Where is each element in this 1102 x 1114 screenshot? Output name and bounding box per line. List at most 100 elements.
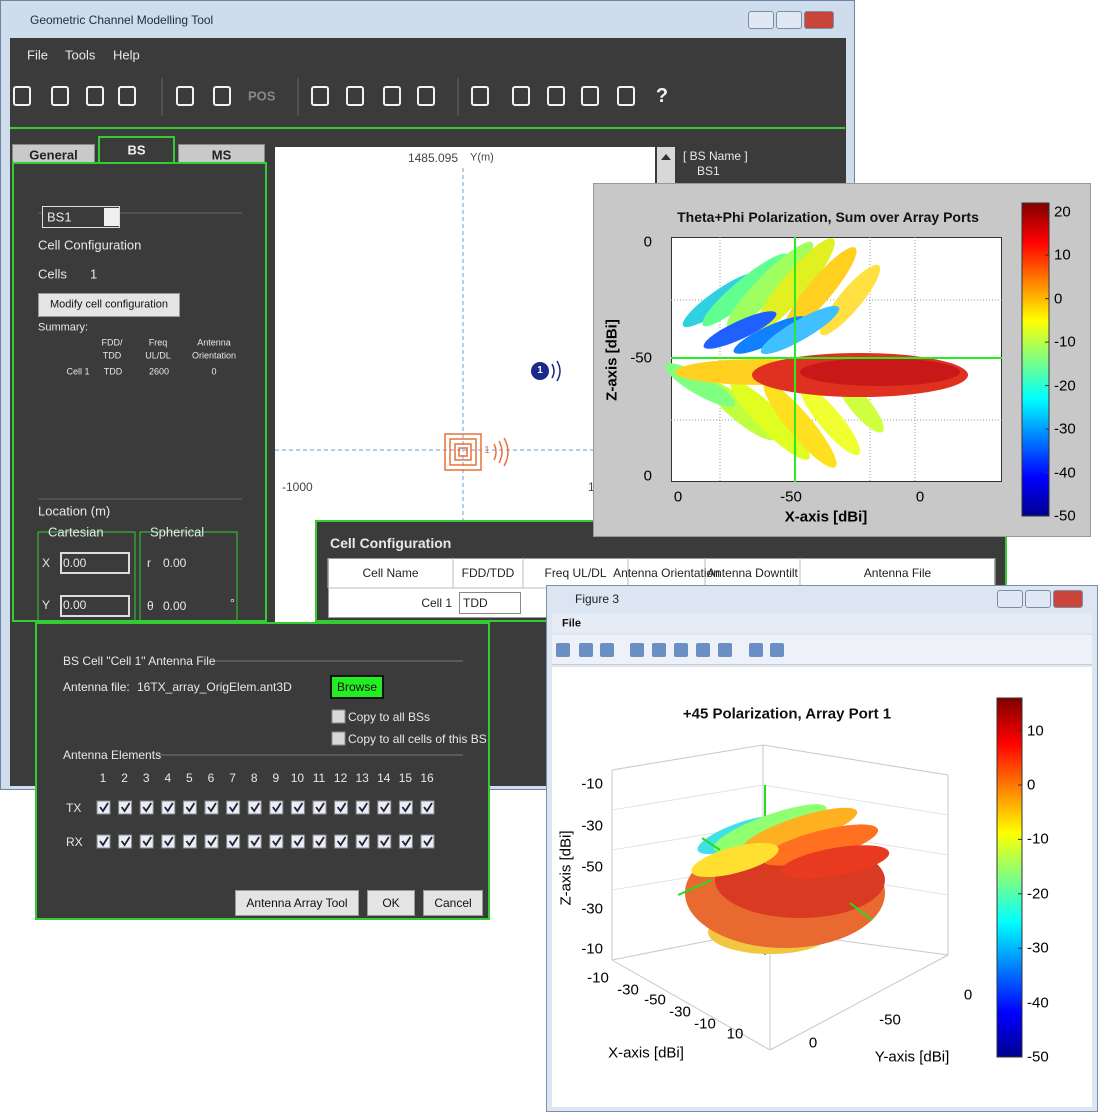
tab[interactable]	[98, 136, 175, 164]
check-mark	[120, 836, 131, 847]
colorbar-tick-label: -40	[1054, 464, 1076, 482]
colorbar-tick-label: -50	[1027, 1048, 1049, 1066]
x-tick-label: -50	[780, 488, 802, 506]
button[interactable]	[423, 890, 483, 916]
close-button[interactable]	[804, 11, 834, 29]
toolbar-icon	[118, 86, 136, 106]
colorbar-tick-label: 10	[1054, 246, 1071, 264]
toolbar-icon	[346, 86, 364, 106]
element-number: 10	[290, 771, 305, 785]
menu-item[interactable]: File	[562, 617, 581, 630]
check-mark	[336, 836, 347, 847]
y-tick-label: -50	[879, 1011, 901, 1029]
axis-box	[611, 959, 771, 1051]
toolbar-icon	[600, 643, 614, 657]
element-number: 8	[250, 771, 258, 785]
z-tick-label: -30	[581, 817, 603, 835]
ms-signal	[551, 360, 561, 382]
file-name: 16TX_array_OrigElem.ant3D	[137, 680, 292, 694]
text-input[interactable]	[60, 595, 130, 617]
button-label[interactable]: Antenna Array Tool	[246, 896, 348, 910]
check-mark	[164, 836, 174, 847]
pattern-lobe	[761, 824, 879, 866]
axis-box	[611, 744, 764, 771]
label: Antenna file:	[63, 680, 130, 694]
help-button[interactable]: ?	[655, 85, 669, 107]
y-axis-title: Y-axis [dBi]	[874, 1048, 950, 1066]
x-tick-label: -30	[617, 981, 639, 999]
checkbox-label[interactable]: Copy to all cells of this BS	[348, 732, 487, 746]
z-axis-title: Z-axis [dBi]	[557, 830, 575, 906]
toolbar-text: POS	[248, 88, 276, 104]
bs-dropdown[interactable]	[42, 206, 120, 228]
button[interactable]	[367, 890, 415, 916]
label: 1	[90, 266, 98, 282]
menu-item[interactable]: Tools	[65, 47, 96, 63]
check-mark	[380, 836, 390, 847]
button[interactable]	[38, 293, 180, 317]
table-header: FDD/TDD	[461, 566, 515, 580]
element-number: 9	[272, 771, 280, 785]
axis-marker	[701, 837, 721, 851]
tab-label[interactable]: General	[29, 147, 78, 163]
dropdown-value[interactable]: BS1	[47, 209, 72, 225]
list-item[interactable]: BS1	[697, 164, 720, 178]
table-header: Cell Name	[362, 566, 419, 580]
x-axis-title: X-axis [dBi]	[784, 508, 868, 526]
dropdown-arrow[interactable]	[104, 208, 119, 226]
table-header: Antenna Downtilt	[707, 566, 798, 580]
element-number: 3	[142, 771, 150, 785]
minimize-button[interactable]	[748, 11, 774, 29]
table-cell: Cell 1	[421, 596, 452, 610]
y-tick-label: 0	[963, 986, 973, 1004]
colorbar-tick-label: 20	[1054, 203, 1071, 221]
checkbox-label[interactable]: Copy to all BSs	[348, 710, 431, 724]
browse-button[interactable]	[330, 675, 384, 699]
pattern-lobe	[819, 264, 881, 336]
y-tick-label: 0	[808, 1034, 818, 1052]
fdd-dropdown[interactable]	[459, 592, 521, 614]
button[interactable]	[235, 890, 359, 916]
menu-item[interactable]: File	[27, 47, 48, 63]
bs-icon	[449, 438, 477, 466]
menu-item[interactable]: Help	[113, 47, 140, 63]
x-tick-label: -10	[587, 969, 609, 987]
check-mark	[250, 802, 260, 813]
element-number: 13	[355, 771, 369, 785]
text-input[interactable]	[60, 552, 130, 574]
input-value[interactable]: 0.00	[63, 556, 87, 570]
check-mark	[315, 836, 325, 847]
plot-title: Theta+Phi Polarization, Sum over Array P…	[677, 209, 979, 225]
tab-label[interactable]: BS	[127, 142, 146, 158]
toolbar-icon	[51, 86, 69, 106]
tab-label[interactable]: MS	[211, 147, 232, 163]
maximize-button[interactable]	[776, 11, 802, 29]
toolbar-icon	[617, 86, 635, 106]
toolbar-icon	[556, 643, 570, 657]
pattern-lobe	[783, 247, 857, 333]
x-tick-label: -30	[669, 1003, 691, 1021]
button-label[interactable]: Browse	[336, 680, 378, 694]
label: °	[230, 596, 235, 610]
check-mark	[272, 836, 282, 847]
label: Location (m)	[38, 503, 111, 519]
maximize-button[interactable]	[1025, 590, 1051, 608]
label: TX	[66, 801, 82, 815]
button-label[interactable]: Modify cell configuration	[49, 298, 169, 311]
axis-label: Y(m)	[470, 151, 494, 164]
x-axis-title: X-axis [dBi]	[608, 1044, 684, 1062]
button-label[interactable]: OK	[382, 896, 400, 910]
input-value[interactable]: 0.00	[63, 598, 87, 612]
pattern-lobe	[742, 807, 858, 853]
dropdown-value[interactable]: TDD	[463, 596, 488, 610]
minimize-button[interactable]	[997, 590, 1023, 608]
toolbar-icon	[749, 643, 763, 657]
x-tick-label: -10	[694, 1015, 716, 1033]
button-label[interactable]: Cancel	[434, 896, 472, 910]
label: r	[147, 556, 151, 570]
axis-label: 1485.095	[407, 151, 458, 165]
toolbar-icon	[176, 86, 194, 106]
close-button[interactable]	[1053, 590, 1083, 608]
table-header: Orientation	[191, 350, 237, 361]
